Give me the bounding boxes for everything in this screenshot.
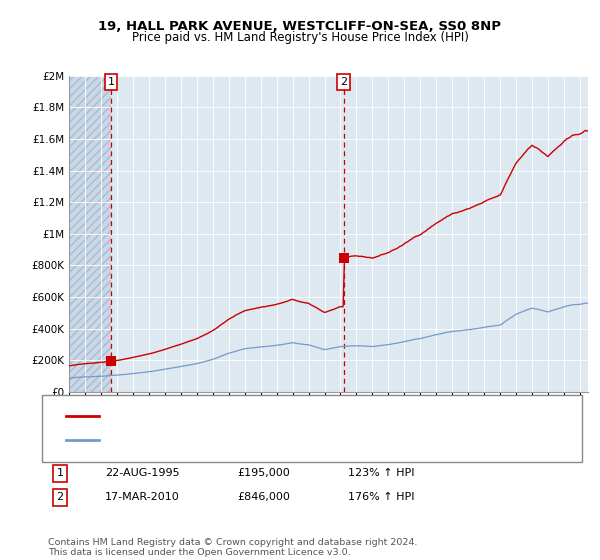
Text: 19, HALL PARK AVENUE, WESTCLIFF-ON-SEA, SS0 8NP: 19, HALL PARK AVENUE, WESTCLIFF-ON-SEA, … <box>98 20 502 32</box>
Bar <box>69 76 111 392</box>
Text: HPI: Average price, detached house, Southend-on-Sea: HPI: Average price, detached house, Sout… <box>105 435 376 445</box>
Text: 19, HALL PARK AVENUE, WESTCLIFF-ON-SEA, SS0 8NP (detached house): 19, HALL PARK AVENUE, WESTCLIFF-ON-SEA, … <box>105 411 464 421</box>
Text: 2: 2 <box>340 77 347 87</box>
Text: 123% ↑ HPI: 123% ↑ HPI <box>348 468 415 478</box>
Text: 22-AUG-1995: 22-AUG-1995 <box>105 468 179 478</box>
Text: 17-MAR-2010: 17-MAR-2010 <box>105 492 180 502</box>
Text: £846,000: £846,000 <box>237 492 290 502</box>
Text: 176% ↑ HPI: 176% ↑ HPI <box>348 492 415 502</box>
Text: Contains HM Land Registry data © Crown copyright and database right 2024.
This d: Contains HM Land Registry data © Crown c… <box>48 538 418 557</box>
Text: 1: 1 <box>107 77 115 87</box>
Text: Price paid vs. HM Land Registry's House Price Index (HPI): Price paid vs. HM Land Registry's House … <box>131 31 469 44</box>
Text: 1: 1 <box>56 468 64 478</box>
Text: £195,000: £195,000 <box>237 468 290 478</box>
Text: 2: 2 <box>56 492 64 502</box>
